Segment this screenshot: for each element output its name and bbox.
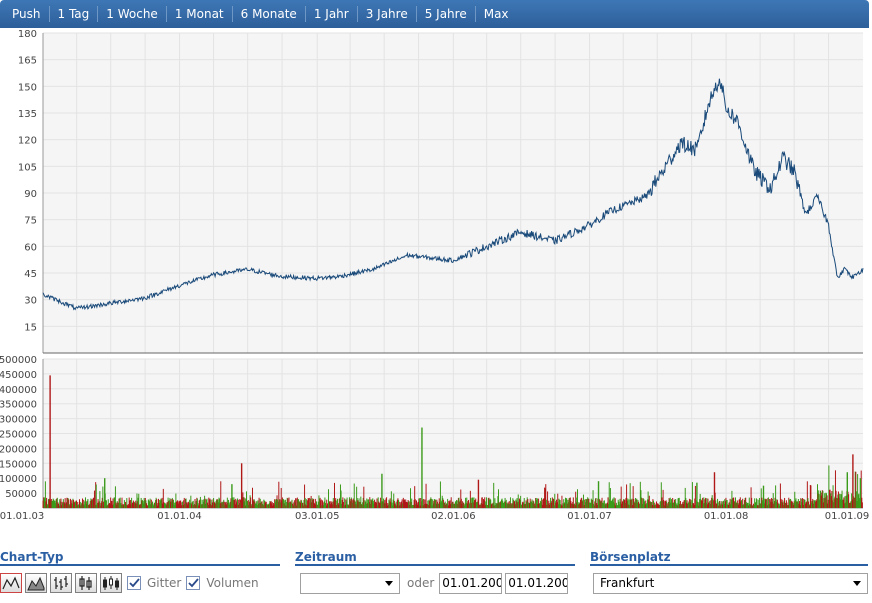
x-tick-label: 01.01.07 [567,511,612,522]
x-tick-label: 01.01.04 [157,511,202,522]
chart-type-title: Chart-Typ [0,548,280,566]
chevron-down-icon [385,580,393,586]
zeitraum-select[interactable] [300,572,400,594]
check-icon [128,578,140,588]
area-chart-button[interactable] [25,573,47,593]
line-chart-icon [2,576,20,590]
price-y-tick-label: 45 [24,269,37,280]
tab-1-monat[interactable]: 1 Monat [167,6,233,22]
price-y-tick-label: 180 [18,29,37,40]
oder-label: oder [407,576,435,590]
tab-5-jahre[interactable]: 5 Jahre [417,6,476,22]
x-tick-label: 01.01.08 [704,511,749,522]
price-y-tick-label: 15 [24,322,37,333]
boersenplatz-title: Börsenplatz [590,548,868,566]
price-y-tick-label: 30 [24,296,37,307]
volume-y-tick-label: 100000 [0,474,37,485]
x-tick-label: 03.01.05 [295,511,340,522]
period-tab-bar: Push 1 Tag 1 Woche 1 Monat 6 Monate 1 Ja… [0,0,869,28]
x-tick-label: 01.01.03 [0,511,44,522]
price-line [42,78,864,311]
tab-push[interactable]: Push [4,6,50,22]
boersenplatz-select[interactable]: Frankfurt [593,572,868,594]
x-tick-label: 01.01.09 [825,511,870,522]
stock-chart: 15 30 45 60 75 90 105 120 135 150 165 180 50000 10000… [0,29,870,522]
volume-y-tick-label: 50000 [5,489,37,500]
tab-1-jahr[interactable]: 1 Jahr [306,6,358,22]
area-chart-icon [27,576,45,591]
line-chart-button[interactable] [0,573,22,593]
price-y-tick-label: 165 [18,56,37,67]
zeitraum-panel: Zeitraum oder 01.01.2003 01.01.2009 [295,548,575,596]
bar-ohlc-chart-icon [79,576,92,590]
tab-1-woche[interactable]: 1 Woche [98,6,167,22]
check-icon [188,578,199,588]
ohlc-chart-icon [54,576,68,590]
boersenplatz-select-value: Frankfurt [600,576,655,590]
gitter-checkbox[interactable] [127,576,141,590]
volume-y-tick-label: 500000 [0,355,37,366]
gitter-label: Gitter [147,576,182,590]
price-y-tick-label: 150 [18,82,37,93]
candlestick-chart-icon [103,576,119,590]
price-y-tick-label: 135 [18,109,37,120]
tab-1-tag[interactable]: 1 Tag [50,6,99,22]
price-y-tick-label: 60 [24,242,37,253]
volume-y-tick-label: 150000 [0,459,37,470]
volume-y-tick-label: 300000 [0,415,37,426]
chart-type-panel: Chart-Typ Gitter Volumen [0,548,280,596]
volume-y-tick-label: 400000 [0,385,37,396]
tab-max[interactable]: Max [483,7,509,21]
volumen-label: Volumen [206,576,259,590]
bar-ohlc-chart-button[interactable] [75,573,97,593]
volume-y-tick-label: 250000 [0,430,37,441]
price-y-tick-label: 120 [18,136,37,147]
volume-bars [42,375,863,508]
tab-6-monate[interactable]: 6 Monate [233,6,306,22]
price-y-tick-label: 90 [24,189,37,200]
candlestick-chart-button[interactable] [100,573,122,593]
to-date-input[interactable]: 01.01.2009 [505,572,569,594]
volumen-checkbox[interactable] [186,576,201,590]
volume-y-tick-label: 350000 [0,400,37,411]
ohlc-chart-button[interactable] [50,573,72,593]
from-date-input[interactable]: 01.01.2003 [439,572,503,594]
tab-3-jahre[interactable]: 3 Jahre [358,6,417,22]
volume-y-tick-label: 200000 [0,444,37,455]
chevron-down-icon [853,580,861,586]
price-y-tick-label: 105 [18,162,37,173]
price-y-tick-label: 75 [24,216,37,227]
boersenplatz-panel: Börsenplatz Frankfurt [590,548,868,596]
volume-y-tick-label: 450000 [0,370,37,381]
zeitraum-title: Zeitraum [295,548,575,566]
x-tick-label: 02.01.06 [431,511,476,522]
